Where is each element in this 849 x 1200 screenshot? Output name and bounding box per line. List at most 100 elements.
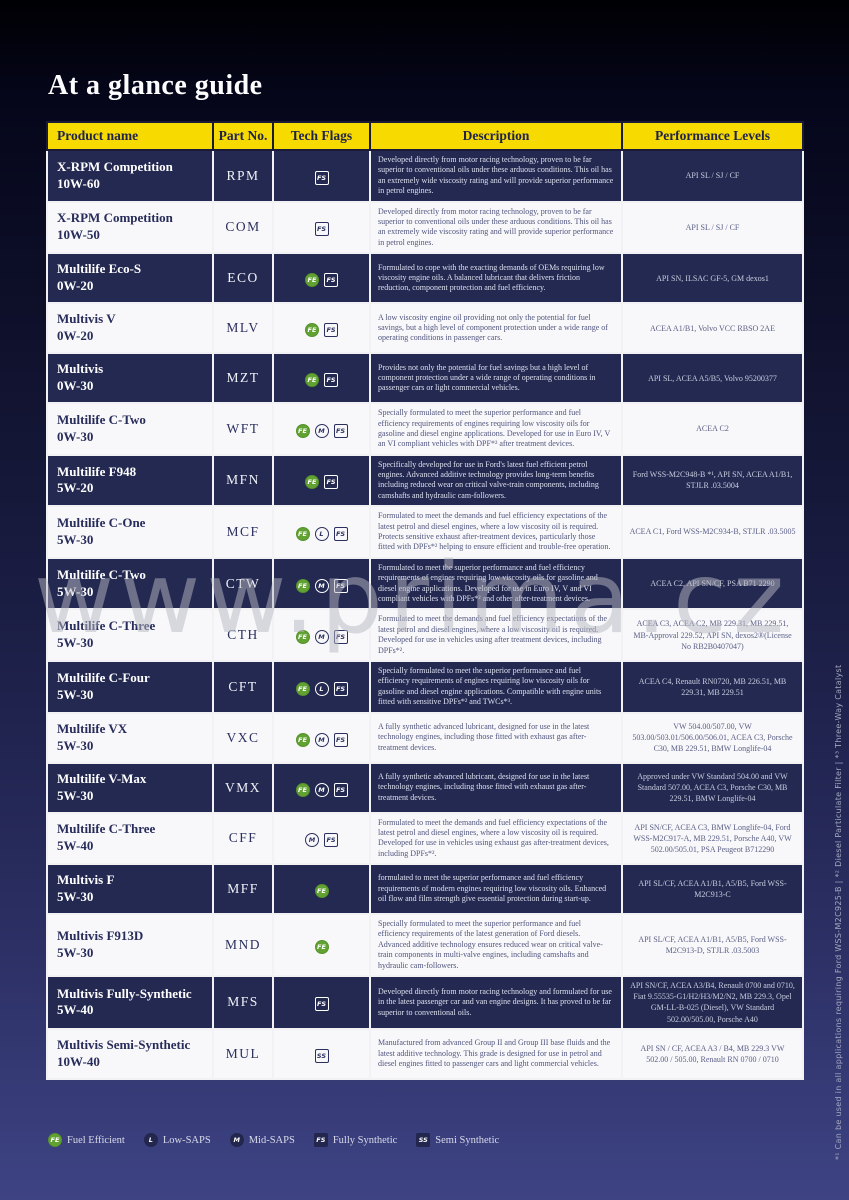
legend: FE Fuel Efficient L Low-SAPS M Mid-SAPS FS Full… bbox=[48, 1133, 499, 1147]
flag-fe-icon: FE bbox=[305, 323, 319, 338]
tech-flags-cell: FE L FS bbox=[272, 505, 371, 559]
part-no-cell: MZT bbox=[212, 352, 274, 405]
flag-fs-icon: FS bbox=[333, 578, 348, 593]
performance-levels-cell: API SL, ACEA A5/B5, Volvo 95200377 bbox=[621, 352, 804, 405]
part-no-cell: MLV bbox=[212, 302, 274, 355]
flag-fs-icon: FS bbox=[324, 373, 338, 388]
legend-label: Mid-SAPS bbox=[248, 1134, 295, 1146]
description-cell: Developed directly from motor racing tec… bbox=[369, 975, 623, 1030]
description-cell: Formulated to cope with the exacting dem… bbox=[369, 252, 623, 305]
table-row: X-RPM Competition 10W-60 RPM FS Developed di… bbox=[46, 149, 804, 203]
part-no-cell: MFN bbox=[212, 453, 274, 508]
products-table: Product name Part No. Tech Flags Descriptio… bbox=[46, 121, 804, 1080]
table-row: Multilife C-One 5W-30 MCF FE L FS Formulated t… bbox=[46, 505, 804, 559]
product-name: X-RPM Competition bbox=[57, 158, 173, 174]
description-cell: A fully synthetic advanced lubricant, de… bbox=[369, 711, 623, 764]
product-name: Multilife C-Two bbox=[57, 412, 146, 428]
part-no-cell: MCF bbox=[212, 505, 274, 559]
legend-label: Fuel Efficient bbox=[67, 1134, 125, 1146]
viscosity-grade: 0W-20 bbox=[57, 278, 94, 294]
part-no-cell: COM bbox=[212, 200, 274, 255]
tech-flags-cell: FE FS bbox=[272, 352, 371, 405]
column-header: Part No. bbox=[212, 121, 274, 151]
viscosity-grade: 5W-30 bbox=[57, 635, 94, 651]
tech-flags-cell: FE M FS bbox=[272, 608, 371, 662]
description-cell: Formulated to meet the demands and fuel … bbox=[369, 811, 623, 866]
product-name: Multivis Semi-Synthetic bbox=[57, 1036, 191, 1052]
part-no-cell: CTH bbox=[212, 608, 274, 662]
product-name-cell: Multilife VX 5W-30 bbox=[46, 711, 214, 764]
viscosity-grade: 5W-40 bbox=[57, 1002, 94, 1018]
viscosity-grade: 5W-20 bbox=[57, 480, 94, 496]
product-name-cell: Multilife C-Two 5W-30 bbox=[46, 556, 214, 611]
performance-levels-cell: API SN/CF, ACEA C3, BMW Longlife-04, For… bbox=[621, 811, 804, 866]
flag-l-icon: L bbox=[314, 681, 329, 696]
viscosity-grade: 5W-30 bbox=[57, 945, 94, 961]
flag-fs-icon: FS bbox=[333, 423, 348, 438]
performance-levels-cell: API SL/CF, ACEA A1/B1, A5/B5, Ford WSS-M… bbox=[621, 863, 804, 916]
flag-fe-icon: FE bbox=[305, 373, 319, 388]
part-no-cell: MFS bbox=[212, 975, 274, 1030]
description-cell: Specifically developed for use in Ford's… bbox=[369, 453, 623, 508]
product-name: Multilife C-Two bbox=[57, 566, 146, 582]
product-name: Multivis bbox=[57, 361, 104, 377]
header-row: Product name Part No. Tech Flags Descriptio… bbox=[46, 121, 804, 151]
flag-fs-icon: FS bbox=[313, 1133, 328, 1147]
product-name-cell: Multilife Eco-S 0W-20 bbox=[46, 252, 214, 305]
part-no-cell: MFF bbox=[212, 863, 274, 916]
column-header: Tech Flags bbox=[272, 121, 371, 151]
product-name: Multivis Fully-Synthetic bbox=[57, 985, 192, 1001]
product-name: X-RPM Competition bbox=[57, 210, 173, 226]
column-header: Product name bbox=[46, 121, 214, 151]
product-name-cell: Multilife C-One 5W-30 bbox=[46, 505, 214, 559]
tech-flags-cell: FE M FS bbox=[272, 761, 371, 814]
table-row: Multivis Semi-Synthetic 10W-40 MUL SS Manufa… bbox=[46, 1027, 804, 1080]
tech-flags-cell: FE bbox=[272, 913, 371, 978]
viscosity-grade: 0W-30 bbox=[57, 428, 94, 444]
tech-flags-cell: FE M FS bbox=[272, 402, 371, 456]
table-row: Multivis 0W-30 MZT FE FS Provides not only th… bbox=[46, 352, 804, 405]
table-row: Multilife V-Max 5W-30 VMX FE M FS A fully synt… bbox=[46, 761, 804, 814]
product-name-cell: Multivis Semi-Synthetic 10W-40 bbox=[46, 1027, 214, 1080]
tech-flags-cell: FS bbox=[272, 149, 371, 203]
tech-flags-cell: M FS bbox=[272, 811, 371, 866]
flag-fs-icon: FS bbox=[333, 527, 348, 542]
product-name-cell: Multilife C-Four 5W-30 bbox=[46, 659, 214, 714]
table-row: Multivis F 5W-30 MFF FE formulated to meet t… bbox=[46, 863, 804, 916]
column-header: Description bbox=[369, 121, 623, 151]
flag-ss-icon: SS bbox=[314, 1048, 329, 1063]
product-name: Multilife C-One bbox=[57, 515, 146, 531]
product-name: Multivis F bbox=[57, 872, 115, 888]
part-no-cell: RPM bbox=[212, 149, 274, 203]
product-name-cell: Multilife V-Max 5W-30 bbox=[46, 761, 214, 814]
performance-levels-cell: ACEA A1/B1, Volvo VCC RBSO 2AE bbox=[621, 302, 804, 355]
flag-fe-icon: FE bbox=[295, 527, 310, 542]
legend-item: FE Fuel Efficient bbox=[48, 1133, 125, 1147]
performance-levels-cell: ACEA C2, API SN/CF, PSA B71 2290 bbox=[621, 556, 804, 611]
viscosity-grade: 5W-30 bbox=[57, 889, 94, 905]
page-title: At a glance guide bbox=[48, 70, 263, 101]
flag-fe-icon: FE bbox=[314, 940, 329, 955]
product-name: Multilife C-Three bbox=[57, 618, 156, 634]
legend-item: L Low-SAPS bbox=[143, 1133, 211, 1147]
tech-flags-cell: FE bbox=[272, 863, 371, 916]
table-row: Multilife C-Three 5W-40 CFF M FS Formulated t… bbox=[46, 811, 804, 866]
flag-fs-icon: FS bbox=[314, 170, 329, 185]
flag-m-icon: M bbox=[314, 732, 329, 747]
tech-flags-cell: FE M FS bbox=[272, 556, 371, 611]
product-name-cell: Multilife C-Three 5W-40 bbox=[46, 811, 214, 866]
flag-m-icon: M bbox=[314, 423, 329, 438]
flag-m-icon: M bbox=[314, 782, 329, 797]
flag-fe-icon: FE bbox=[48, 1133, 62, 1147]
flag-fs-icon: FS bbox=[333, 630, 348, 645]
table-row: Multilife C-Two 0W-30 WFT FE M FS Specially fo… bbox=[46, 402, 804, 456]
part-no-cell: MND bbox=[212, 913, 274, 978]
product-name: Multivis V bbox=[57, 311, 116, 327]
flag-fs-icon: FS bbox=[333, 681, 348, 696]
product-name: Multilife C-Four bbox=[57, 669, 150, 685]
legend-label: Semi Synthetic bbox=[435, 1134, 500, 1146]
table-row: Multivis F913D 5W-30 MND FE Specially formul… bbox=[46, 913, 804, 978]
product-name-cell: Multivis F 5W-30 bbox=[46, 863, 214, 916]
part-no-cell: ECO bbox=[212, 252, 274, 305]
part-no-cell: CFT bbox=[212, 659, 274, 714]
